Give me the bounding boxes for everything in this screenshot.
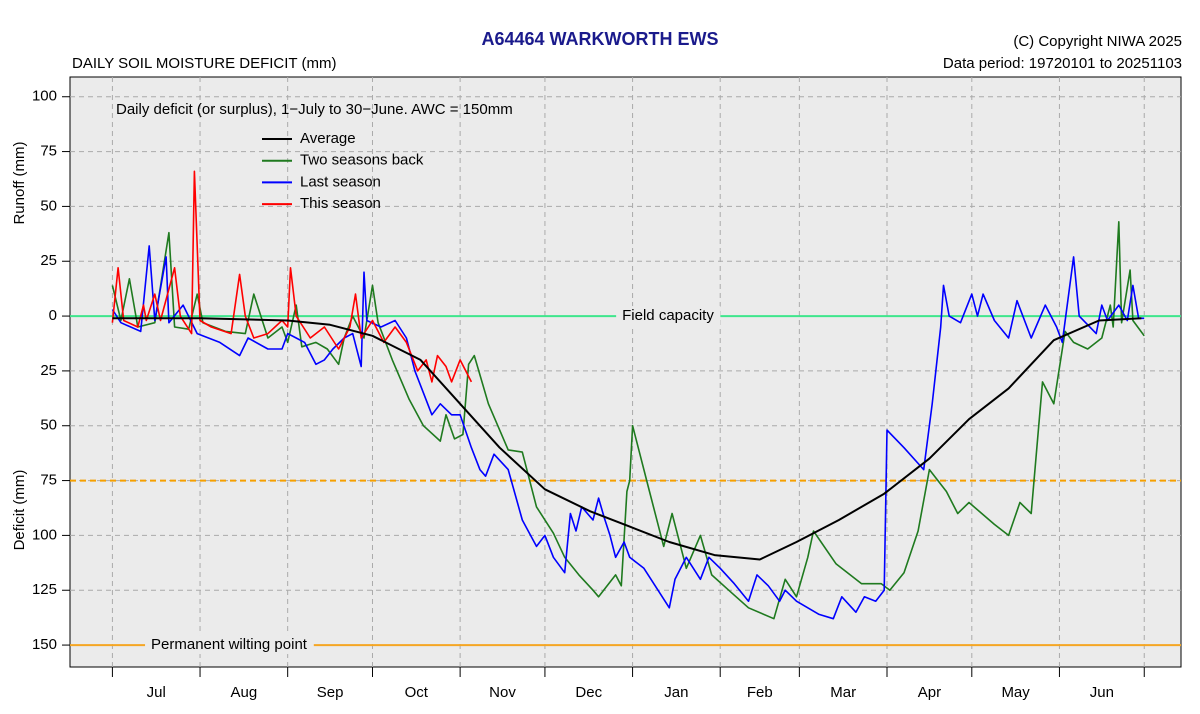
- y-axis-label: Deficit (mm): [11, 470, 28, 551]
- x-tick-label: Nov: [489, 684, 516, 701]
- series-line: [112, 317, 1142, 561]
- legend-label: Average: [300, 130, 356, 147]
- copyright: (C) Copyright NIWA 2025: [1013, 33, 1182, 50]
- legend-label: Last season: [300, 173, 381, 190]
- annotation: Daily deficit (or surplus), 1−July to 30…: [116, 101, 513, 118]
- labels: 100 75 50 25 0 25 50 75 100 125 150 Jul Aug Sep Oct Nov…: [32, 88, 1145, 701]
- x-tick-label: Jul: [147, 684, 166, 701]
- reference-lines: Field capacity Permanent wilting point: [70, 306, 1181, 655]
- y-tick-label: 100: [32, 88, 57, 105]
- data-period: Data period: 19720101 to 20251103: [943, 55, 1182, 72]
- chart-subtitle: DAILY SOIL MOISTURE DEFICIT (mm): [72, 55, 336, 72]
- reference-label: Field capacity: [622, 307, 714, 324]
- y-tick-label: 150: [32, 636, 57, 653]
- series-lines: [111, 170, 1145, 620]
- y-tick-label: 25: [40, 252, 57, 269]
- y-axis-label: Runoff (mm): [11, 141, 28, 224]
- series-line: [111, 170, 473, 383]
- y-tick-label: 0: [49, 307, 57, 324]
- x-tick-label: Oct: [405, 684, 429, 701]
- y-tick-label: 25: [40, 362, 57, 379]
- plot-area: [69, 76, 1182, 668]
- reference-label-bg: [145, 635, 314, 655]
- reference-label: Permanent wilting point: [151, 636, 308, 653]
- legend-label: Two seasons back: [300, 152, 424, 169]
- y-tick-label: 100: [32, 526, 57, 543]
- y-tick-label: 50: [40, 197, 57, 214]
- x-tick-label: May: [1001, 684, 1030, 701]
- x-tick-label: Aug: [231, 684, 258, 701]
- x-tick-label: Jun: [1090, 684, 1114, 701]
- x-tick-label: Sep: [317, 684, 344, 701]
- x-tick-label: Mar: [830, 684, 856, 701]
- y-tick-label: 75: [40, 143, 57, 160]
- legend-label: This season: [300, 195, 381, 212]
- y-tick-label: 125: [32, 581, 57, 598]
- series-line: [111, 245, 1145, 620]
- x-tick-label: Apr: [918, 684, 941, 701]
- x-tick-label: Jan: [664, 684, 688, 701]
- y-tick-label: 75: [40, 472, 57, 489]
- chart-title: A64464 WARKWORTH EWS: [481, 29, 718, 49]
- x-tick-label: Feb: [747, 684, 773, 701]
- x-tick-label: Dec: [575, 684, 602, 701]
- reference-label-bg: [616, 306, 721, 326]
- y-tick-label: 50: [40, 417, 57, 434]
